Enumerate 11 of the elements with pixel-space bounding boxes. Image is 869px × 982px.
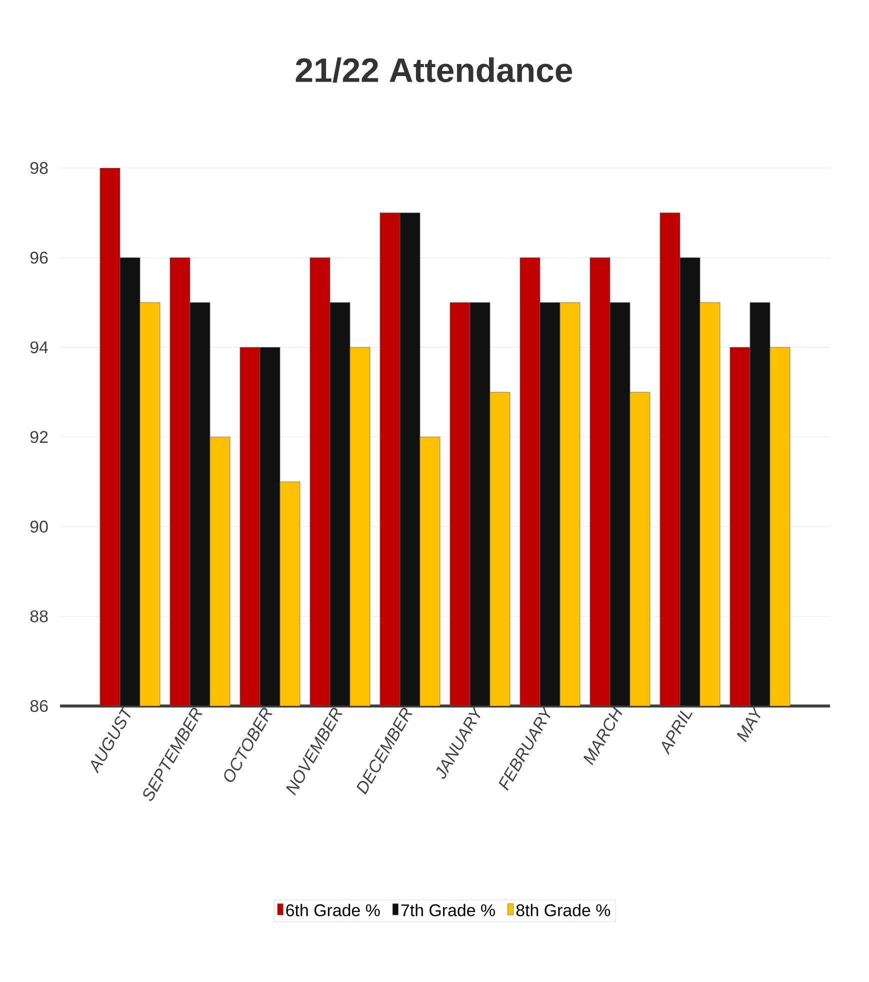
y-tick-label: 94 bbox=[30, 341, 48, 354]
legend-label: 6th Grade % bbox=[286, 904, 380, 916]
legend-label: 8th Grade % bbox=[516, 904, 610, 916]
y-tick-label: 88 bbox=[30, 610, 48, 622]
y-tick-label: 98 bbox=[30, 162, 48, 174]
legend-label: 7th Grade % bbox=[401, 904, 495, 916]
y-tick-label: 96 bbox=[30, 252, 48, 264]
y-tick-label: 86 bbox=[30, 700, 48, 712]
chart-title: 21/22 Attendance bbox=[296, 57, 572, 83]
y-tick-label: 90 bbox=[30, 520, 48, 533]
y-tick-label: 92 bbox=[30, 430, 48, 443]
